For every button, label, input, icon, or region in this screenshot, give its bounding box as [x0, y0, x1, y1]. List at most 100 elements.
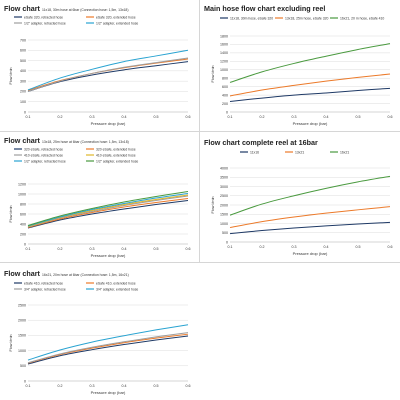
x-tick-label: 0.5 — [154, 247, 159, 251]
y-tick-label: 400 — [20, 222, 26, 226]
x-tick-label: 0.2 — [58, 384, 63, 388]
y-tick-label: 1000 — [18, 192, 26, 196]
y-tick-label: 200 — [20, 90, 26, 94]
legend-label: 13x18, 25m hose, eSafe 320 — [285, 16, 328, 20]
series-line-5 — [27, 193, 189, 227]
x-tick-label: 0.2 — [58, 115, 63, 119]
x-tick-label: 0.1 — [26, 384, 31, 388]
series-line-2 — [229, 73, 391, 97]
x-tick-label: 0.1 — [26, 115, 31, 119]
x-tick-label: 0.6 — [186, 115, 191, 119]
x-tick-label: 0.2 — [260, 245, 265, 249]
y-tick-label: 1600 — [220, 43, 228, 47]
y-tick-label: 0 — [226, 110, 228, 114]
x-tick-label: 0.3 — [90, 247, 95, 251]
y-tick-label: 1000 — [220, 222, 228, 226]
chart-title: Flow chart — [4, 136, 41, 145]
y-tick-label: 4000 — [220, 166, 228, 170]
y-tick-label: 800 — [20, 202, 26, 206]
y-axis-label: Flow l/min — [9, 205, 13, 222]
chart-subtitle: 13x18, 25m hose at 6bar (Connection hose… — [42, 140, 129, 144]
y-tick-label: 1000 — [220, 68, 228, 72]
chart-title: Flow chart complete reel at 16bar — [204, 138, 318, 147]
legend-label: 320 eSafe, retracted hose — [24, 147, 63, 151]
series-line-1 — [27, 200, 189, 229]
x-tick-label: 0.4 — [122, 115, 127, 119]
y-tick-label: 700 — [20, 38, 26, 42]
y-tick-label: 2000 — [18, 319, 26, 323]
legend-label: 1/2" adapter, retracted hose — [24, 21, 66, 25]
x-tick-label: 0.1 — [26, 247, 31, 251]
x-tick-label: 0.3 — [292, 115, 297, 119]
legend-label: 410 eSafe, retracted hose — [24, 153, 63, 157]
y-tick-label: 600 — [20, 212, 26, 216]
x-tick-label: 0.5 — [356, 115, 361, 119]
x-axis-label: Pressure drop (bar) — [293, 251, 328, 256]
legend-label: 16x21, 20 m hose, eSafe 410 — [340, 16, 384, 20]
legend-label: 11x18, 30m hose, eSafe 320 — [230, 16, 273, 20]
chart-subtitle: 16x21, 20m hose at 6bar (Connection hose… — [42, 273, 129, 277]
y-tick-label: 500 — [20, 59, 26, 63]
x-tick-label: 0.4 — [122, 384, 127, 388]
y-tick-label: 3500 — [220, 176, 228, 180]
chart-panel-complete-reel: Flow chart complete reel at 16bar 11x16 13… — [200, 132, 400, 262]
y-tick-label: 500 — [20, 364, 26, 368]
legend-label: 13x21 — [295, 150, 304, 154]
y-tick-label: 200 — [20, 232, 26, 236]
chart-svg-flow-11x18: Flow chart 11x18, 30m hose at 6bar (Conne… — [4, 4, 191, 126]
x-tick-label: 0.5 — [154, 115, 159, 119]
legend-label: 1/2" adapter, extended hose — [96, 159, 138, 163]
chart-svg-flow-13x18: Flow chart 13x18, 25m hose at 6bar (Conne… — [4, 136, 191, 258]
series-line-1 — [229, 221, 391, 235]
chart-svg-flow-16x21: Flow chart 16x21, 20m hose at 6bar (Conne… — [4, 269, 191, 395]
x-tick-label: 0.1 — [228, 245, 233, 249]
chart-subtitle: 11x18, 30m hose at 6bar (Connection hose… — [42, 8, 128, 12]
y-tick-label: 600 — [222, 85, 228, 89]
x-tick-label: 0.6 — [388, 245, 393, 249]
x-tick-label: 0.2 — [260, 115, 265, 119]
y-tick-label: 0 — [24, 110, 26, 114]
y-axis-label: Flow l/min — [9, 67, 13, 84]
legend-label: eSafe 410, extended hose — [96, 281, 136, 285]
chart-title: Flow chart — [4, 4, 41, 13]
series-line-2 — [27, 333, 189, 364]
series-line-3 — [229, 175, 391, 216]
x-tick-label: 0.5 — [154, 384, 159, 388]
series-line-4 — [27, 324, 189, 361]
legend-label: 1/2" adapter, extended hose — [96, 21, 138, 25]
legend-label: 11x16 — [250, 150, 259, 154]
y-tick-label: 1800 — [220, 34, 228, 38]
y-tick-label: 100 — [20, 100, 26, 104]
series-line-6 — [27, 191, 189, 226]
series-line-1 — [27, 335, 189, 365]
legend-label: 1/2" adapter, retracted hose — [24, 159, 66, 163]
x-tick-label: 0.4 — [324, 115, 329, 119]
x-axis-label: Pressure drop (bar) — [91, 253, 126, 258]
y-tick-label: 200 — [222, 102, 228, 106]
x-tick-label: 0.1 — [228, 115, 233, 119]
y-tick-label: 0 — [24, 379, 26, 383]
legend-label: eSafe 320, retracted hose — [24, 15, 63, 19]
x-tick-label: 0.6 — [186, 247, 191, 251]
x-tick-label: 0.4 — [122, 247, 127, 251]
y-tick-label: 0 — [226, 240, 228, 244]
y-tick-label: 400 — [222, 93, 228, 97]
x-axis-label: Pressure drop (bar) — [91, 121, 126, 126]
y-tick-label: 2500 — [18, 303, 26, 307]
y-tick-label: 300 — [20, 79, 26, 83]
chart-svg-complete-reel: Flow chart complete reel at 16bar 11x16 13… — [204, 138, 393, 256]
horizontal-divider-1 — [0, 131, 400, 132]
y-tick-label: 1400 — [220, 51, 228, 55]
x-axis-label: Pressure drop (bar) — [91, 390, 126, 395]
x-axis-label: Pressure drop (bar) — [293, 121, 328, 126]
y-tick-label: 2000 — [220, 203, 228, 207]
y-tick-label: 3000 — [220, 185, 228, 189]
chart-title: Main hose flow chart excluding reel — [204, 4, 325, 13]
chart-panel-flow-11x18: Flow chart 11x18, 30m hose at 6bar (Conne… — [0, 0, 199, 131]
y-tick-label: 1200 — [220, 60, 228, 64]
y-tick-label: 1200 — [18, 182, 26, 186]
series-line-1 — [27, 61, 189, 92]
x-tick-label: 0.6 — [186, 384, 191, 388]
y-axis-label: Flow l/min — [211, 196, 215, 213]
series-line-2 — [27, 198, 189, 228]
